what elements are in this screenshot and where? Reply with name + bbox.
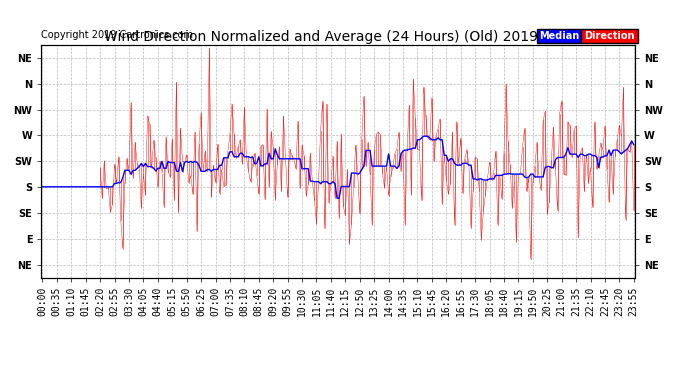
FancyBboxPatch shape (582, 29, 638, 43)
Text: Copyright 2019 Cartronics.com: Copyright 2019 Cartronics.com (41, 30, 193, 40)
Text: Median: Median (539, 31, 580, 41)
FancyBboxPatch shape (537, 29, 582, 43)
Title: Wind Direction Normalized and Average (24 Hours) (Old) 20190715: Wind Direction Normalized and Average (2… (104, 30, 573, 44)
Text: Direction: Direction (584, 31, 635, 41)
